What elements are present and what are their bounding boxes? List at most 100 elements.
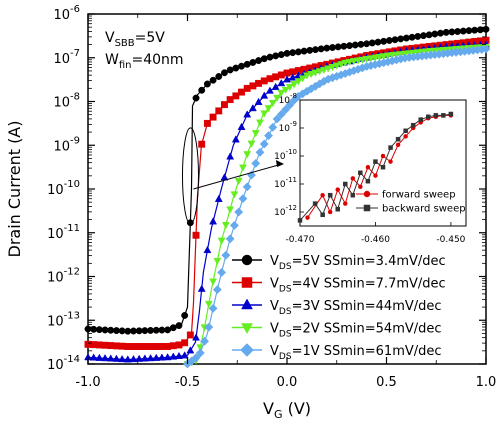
data-point — [204, 300, 213, 309]
data-point — [247, 140, 256, 148]
legend-label: VDS=1V SSmin=61mV/dec — [270, 344, 442, 362]
data-point — [290, 81, 299, 89]
data-point — [323, 44, 331, 52]
inset-data-point — [448, 111, 454, 117]
inset-plot-area — [299, 99, 467, 227]
data-point — [229, 220, 239, 230]
data-point — [283, 75, 291, 83]
data-point — [209, 76, 217, 84]
legend-marker — [241, 298, 253, 310]
inset-data-point — [327, 192, 333, 198]
data-point — [129, 354, 138, 363]
data-point — [238, 88, 245, 96]
data-point — [368, 39, 376, 47]
data-point — [311, 46, 319, 54]
inset-data-point — [320, 212, 325, 218]
data-point — [198, 86, 206, 94]
data-point — [230, 191, 239, 199]
inset-data-point — [395, 136, 401, 142]
data-point — [346, 42, 353, 50]
data-point — [192, 94, 200, 102]
data-point — [271, 82, 280, 90]
legend-item-1: VDS=4V SSmin=7.7mV/dec — [232, 277, 446, 295]
data-point — [281, 105, 291, 115]
transition-highlight-ellipse — [181, 127, 199, 225]
inset-data-point — [380, 153, 386, 159]
data-point — [214, 194, 223, 202]
data-point — [320, 66, 328, 74]
data-point — [209, 217, 218, 225]
data-point — [232, 92, 240, 100]
data-point — [238, 164, 247, 172]
data-point — [181, 312, 189, 319]
data-point — [328, 64, 337, 72]
legend-label: VDS=5V SSmin=3.4mV/dec — [270, 254, 446, 272]
legend-marker — [241, 277, 253, 288]
inset-data-point — [327, 209, 333, 215]
data-point — [264, 131, 274, 141]
inset-legend-marker — [363, 190, 371, 198]
data-point — [186, 219, 194, 227]
legend-item-0: VDS=5V SSmin=3.4mV/dec — [232, 254, 446, 272]
y-tick-label: 10-6 — [53, 4, 80, 23]
y-tick-label: 10-14 — [47, 354, 80, 373]
data-point — [459, 27, 467, 35]
data-point — [195, 348, 205, 358]
data-point — [465, 27, 473, 35]
data-point — [140, 354, 149, 362]
data-point — [281, 86, 290, 95]
data-point — [101, 326, 109, 334]
data-point — [232, 64, 240, 72]
data-point — [264, 105, 273, 113]
data-point — [243, 151, 252, 159]
data-point — [481, 44, 491, 54]
data-point — [260, 55, 268, 63]
inset-data-point — [365, 164, 371, 170]
data-point — [397, 35, 405, 43]
data-point — [306, 46, 314, 54]
data-point — [225, 234, 235, 244]
data-point — [226, 152, 235, 160]
y-tick-label: 10-8 — [53, 92, 80, 111]
data-point — [101, 354, 109, 362]
data-point — [288, 73, 297, 81]
inset-data-point — [410, 122, 416, 128]
data-point — [221, 222, 230, 230]
inset-data-point — [358, 184, 363, 190]
inset-data-point — [403, 128, 408, 134]
data-point — [251, 158, 261, 168]
inset-pointer-arrow — [193, 163, 283, 190]
inset-data-point — [373, 159, 378, 164]
data-point — [332, 62, 341, 70]
data-point — [198, 140, 206, 148]
data-point — [107, 326, 115, 334]
x-tick-label: 1.0 — [476, 375, 497, 390]
legend-marker — [240, 343, 254, 357]
inset-data-point — [305, 215, 310, 220]
data-point — [238, 62, 245, 70]
data-point — [221, 69, 228, 77]
legend-item-2: VDS=3V SSmin=44mV/dec — [232, 298, 442, 317]
inset-data-point — [358, 170, 363, 176]
data-point — [255, 147, 265, 157]
data-point — [420, 32, 427, 40]
data-point — [217, 267, 227, 277]
data-point — [255, 57, 263, 65]
data-point — [260, 91, 269, 99]
data-point — [89, 353, 98, 361]
data-point — [152, 326, 160, 334]
inset-data-point — [433, 113, 439, 118]
data-point — [221, 250, 231, 260]
data-point — [95, 326, 103, 334]
legend-marker — [241, 254, 253, 266]
inset-data-point — [320, 192, 325, 198]
inset-data-point — [343, 201, 348, 206]
annotation-1: Wfin=40nm — [105, 52, 184, 71]
annotation-layer: VSBB=5V Wfin=40nm — [105, 30, 284, 225]
data-point — [175, 322, 183, 330]
data-point — [414, 32, 422, 40]
inset-data-point — [426, 114, 431, 120]
data-point — [431, 30, 439, 38]
data-point — [152, 353, 161, 361]
data-point — [298, 75, 307, 83]
